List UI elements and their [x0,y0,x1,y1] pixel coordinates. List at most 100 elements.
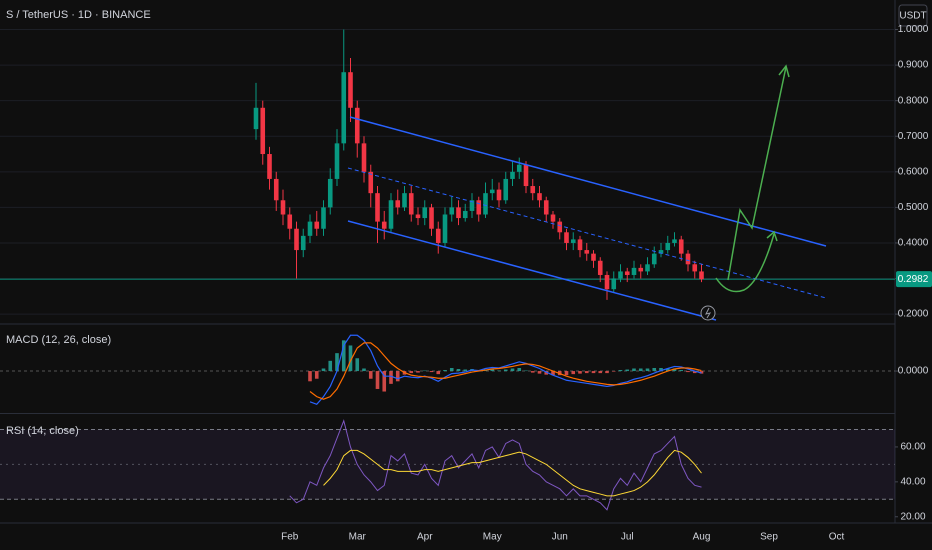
projection-path [715,233,775,293]
y-tick-label: 40.00 [900,476,925,487]
macd-histogram-bar [645,368,650,372]
projection-arrowhead [766,230,778,242]
candle-body [395,200,401,208]
macd-histogram-bar [308,371,312,382]
macd-histogram-bar [490,369,495,372]
candle-body [341,72,347,144]
candle-body [260,107,266,155]
macd-histogram-bar [584,371,589,374]
candle-body [537,193,542,201]
candle-body [638,267,644,272]
y-tick-label: 0.2000 [898,309,929,320]
candle-body [442,214,448,243]
x-tick-label: Feb [281,532,299,543]
rsi-ma-line [323,449,702,497]
y-tick-label: 0.0000 [898,366,929,377]
macd-histogram-bar [449,367,454,372]
macd-histogram-bar [537,371,542,374]
macd-histogram-bar [463,369,468,372]
macd-histogram-bar [335,353,339,372]
y-tick-label: 0.8000 [898,95,929,106]
candle-body [645,264,650,272]
macd-histogram-bar [429,371,434,373]
x-tick-label: Aug [693,532,711,543]
candle-body [692,264,698,272]
rsi-band-fill [0,429,895,500]
macd-histogram-bar [625,369,630,372]
y-tick-label: 0.5000 [898,202,929,213]
macd-histogram-bar [571,371,576,375]
channel-lower [347,220,717,321]
macd-histogram-bar [524,370,528,372]
candle-body [489,189,495,194]
projection-path [727,66,787,281]
x-tick-label: Jun [552,532,568,543]
candle-body [618,271,623,279]
candle-body [273,178,279,201]
macd-line [309,334,702,406]
macd-histogram-bar [368,371,373,379]
macd-histogram-bar [544,371,549,375]
projection-arrowhead [778,64,790,78]
macd-histogram-bar [618,370,623,372]
currency-button[interactable] [898,4,928,27]
candle-body [280,200,286,215]
candle-body [665,242,671,251]
candle-body [658,250,664,254]
macd-histogram-bar [672,368,677,372]
candle-body [422,207,428,219]
candle-body [584,250,590,254]
header: S / TetherUS · 1D · BINANCE MACD (12, 26… [6,9,151,437]
candle-body [672,239,677,243]
drawings [347,64,827,321]
candle-body [516,164,522,172]
x-tick-label: Sep [760,532,778,543]
candle-body [611,278,617,290]
macd-histogram-bar [341,340,346,372]
candle-body [523,164,529,187]
candle-body [456,207,461,219]
macd-histogram-bar [497,370,501,372]
macd-histogram-bar [328,360,333,372]
candle-body [699,271,704,280]
candle-body [685,253,691,265]
candle-body [577,239,583,251]
y-tick-label: 60.00 [900,442,925,453]
candle-body [557,221,563,233]
macd-histogram-bar [355,358,360,372]
macd-histogram-bar [605,371,609,374]
candle-body [327,178,333,208]
macd-histogram-bar [686,371,690,373]
macd-histogram-bar [416,371,420,373]
candle-body [503,178,509,201]
currency-label: USDT [899,11,926,22]
candle-body [678,239,684,254]
macd-histogram-bar [591,371,596,374]
macd-histogram-bar [503,369,508,372]
macd-histogram-bar [510,368,515,372]
candle-body [570,239,576,243]
channel-upper [349,116,827,247]
candle-body [294,228,299,251]
macd-histogram-bar [382,371,387,392]
y-tick-label: 1.0000 [898,24,929,35]
macd-histogram-bar [632,368,636,372]
macd-histogram-bar [659,367,663,372]
macd-title: MACD (12, 26, close) [6,334,111,346]
chart-title: S / TetherUS · 1D · BINANCE [6,9,151,21]
signal-line [309,342,702,400]
y-tick-label: 20.00 [900,511,925,522]
back-layer [0,29,895,500]
candle-body [375,193,380,222]
macd-histogram-bar [530,371,535,373]
macd-histogram-bar [679,370,684,372]
candle-body [631,267,637,275]
candle-body [496,189,502,201]
macd-histogram-bar [436,371,441,375]
candle-body [435,228,441,243]
candle-body [449,207,455,215]
candle-body [300,235,306,251]
candle-body [361,143,367,172]
macd-histogram-bar [652,367,657,372]
